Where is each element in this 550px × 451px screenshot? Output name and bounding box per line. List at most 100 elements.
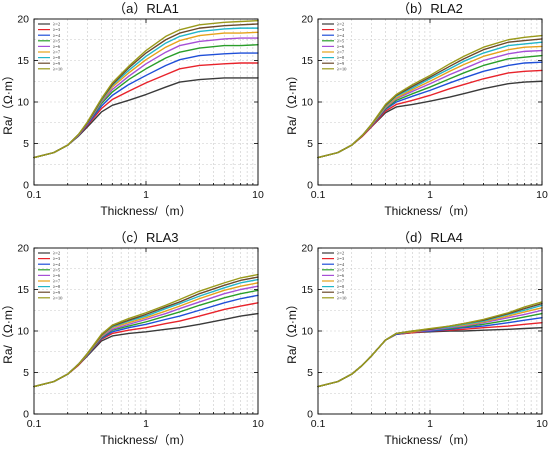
- series-line-9: [317, 301, 543, 388]
- series-group: [317, 34, 543, 159]
- x-tick-label: 10: [252, 418, 264, 430]
- legend-label: λ=6: [53, 273, 61, 278]
- legend: λ=2λ=3λ=4λ=5λ=6λ=7λ=8λ=9λ=10: [38, 251, 63, 300]
- x-tick-label: 1: [143, 189, 149, 201]
- grid: [34, 248, 258, 414]
- legend-label: λ=10: [53, 66, 63, 71]
- y-tick-label: 10: [301, 97, 313, 109]
- y-tick-label: 10: [17, 326, 29, 338]
- legend-label: λ=4: [337, 262, 345, 267]
- y-tick-label: 0: [307, 180, 313, 192]
- y-tick-label: 5: [307, 138, 313, 150]
- y-tick-label: 20: [301, 14, 313, 26]
- x-axis-label: Thickness/（m）: [384, 433, 475, 447]
- x-tick-label: 0.1: [27, 189, 42, 201]
- legend: λ=2λ=3λ=4λ=5λ=6λ=7λ=8λ=9λ=10: [322, 251, 347, 300]
- y-tick-label: 15: [17, 284, 29, 296]
- legend-label: λ=2: [53, 251, 61, 256]
- series-group: [33, 273, 259, 388]
- legend-label: λ=4: [53, 33, 61, 38]
- series-line-9: [33, 19, 259, 159]
- x-tick-label: 10: [536, 418, 548, 430]
- y-tick-label: 15: [17, 55, 29, 67]
- y-axis-label: Ra/（Ω·m）: [285, 69, 299, 135]
- y-axis-label: Ra/（Ω·m）: [1, 69, 15, 135]
- grid: [318, 19, 542, 185]
- series-line-4: [317, 54, 543, 159]
- chart-title: （d）RLA4: [397, 230, 463, 245]
- legend: λ=2λ=3λ=4λ=5λ=6λ=7λ=8λ=9λ=10: [38, 22, 63, 71]
- y-axis-label: Ra/（Ω·m）: [1, 298, 15, 364]
- y-axis-label: Ra/（Ω·m）: [285, 298, 299, 364]
- chart-title: （a）RLA1: [113, 1, 179, 16]
- legend-label: λ=8: [337, 284, 345, 289]
- y-tick-label: 20: [17, 14, 29, 26]
- y-tick-label: 0: [307, 409, 313, 421]
- grid: [318, 248, 542, 414]
- legend-label: λ=7: [53, 50, 61, 55]
- legend-label: λ=3: [337, 27, 345, 32]
- legend-label: λ=9: [337, 290, 345, 295]
- legend-label: λ=4: [337, 33, 345, 38]
- legend-label: λ=5: [337, 38, 345, 43]
- legend-label: λ=8: [53, 55, 61, 60]
- legend-label: λ=7: [337, 50, 345, 55]
- y-tick-label: 15: [301, 55, 313, 67]
- series-group: [317, 301, 543, 388]
- x-tick-label: 1: [427, 418, 433, 430]
- legend-label: λ=9: [53, 61, 61, 66]
- legend-label: λ=10: [53, 295, 63, 300]
- x-tick-label: 0.1: [27, 418, 42, 430]
- x-tick-label: 10: [536, 189, 548, 201]
- x-tick-label: 1: [143, 418, 149, 430]
- y-tick-label: 5: [23, 367, 29, 379]
- y-tick-label: 15: [301, 284, 313, 296]
- legend-label: λ=3: [337, 256, 345, 261]
- legend-label: λ=3: [53, 256, 61, 261]
- legend-label: λ=10: [337, 295, 347, 300]
- y-tick-label: 20: [17, 243, 29, 255]
- legend-label: λ=6: [337, 44, 345, 49]
- y-tick-label: 0: [23, 180, 29, 192]
- legend-label: λ=7: [337, 279, 345, 284]
- x-axis-label: Thickness/（m）: [100, 433, 191, 447]
- chart-panel-4: 0.1 1 10 0 5 10 15 20 （d）RLA4 Thickness/（m） Ra/（Ω·…: [285, 230, 548, 447]
- legend-label: λ=2: [337, 22, 345, 27]
- legend-label: λ=5: [53, 267, 61, 272]
- series-group: [33, 19, 259, 159]
- legend-label: λ=6: [337, 273, 345, 278]
- legend: λ=2λ=3λ=4λ=5λ=6λ=7λ=8λ=9λ=10: [322, 22, 347, 71]
- x-axis-label: Thickness/（m）: [384, 204, 475, 218]
- chart-title: （b）RLA2: [397, 1, 463, 16]
- y-tick-label: 5: [307, 367, 313, 379]
- x-tick-label: 10: [252, 189, 264, 201]
- chart-title: （c）RLA3: [113, 230, 178, 245]
- legend-label: λ=4: [53, 262, 61, 267]
- legend-label: λ=8: [53, 284, 61, 289]
- legend-label: λ=5: [337, 267, 345, 272]
- y-tick-label: 5: [23, 138, 29, 150]
- legend-label: λ=8: [337, 55, 345, 60]
- legend-label: λ=2: [337, 251, 345, 256]
- legend-label: λ=5: [53, 38, 61, 43]
- chart-panel-2: 0.1 1 10 0 5 10 15 20 （b）RLA2 Thickness/（m） Ra/（Ω·…: [285, 1, 548, 218]
- legend-label: λ=9: [53, 290, 61, 295]
- x-tick-label: 0.1: [311, 189, 326, 201]
- legend-label: λ=10: [337, 66, 347, 71]
- x-tick-label: 0.1: [311, 418, 326, 430]
- y-tick-label: 20: [301, 243, 313, 255]
- y-tick-label: 10: [301, 326, 313, 338]
- legend-label: λ=6: [53, 44, 61, 49]
- chart-panel-1: 0.1 1 10 0 5 10 15 20 （a）RLA1 Thickness/（m） Ra/（Ω·…: [1, 1, 264, 218]
- y-tick-label: 0: [23, 409, 29, 421]
- chart-panel-3: 0.1 1 10 0 5 10 15 20 （c）RLA3 Thickness/（m） Ra/（Ω·…: [1, 230, 264, 447]
- legend-label: λ=9: [337, 61, 345, 66]
- legend-label: λ=2: [53, 22, 61, 27]
- legend-label: λ=3: [53, 27, 61, 32]
- x-axis-label: Thickness/（m）: [100, 204, 191, 218]
- legend-label: λ=7: [53, 279, 61, 284]
- series-line-9: [33, 273, 259, 388]
- series-line-9: [317, 34, 543, 159]
- x-tick-label: 1: [427, 189, 433, 201]
